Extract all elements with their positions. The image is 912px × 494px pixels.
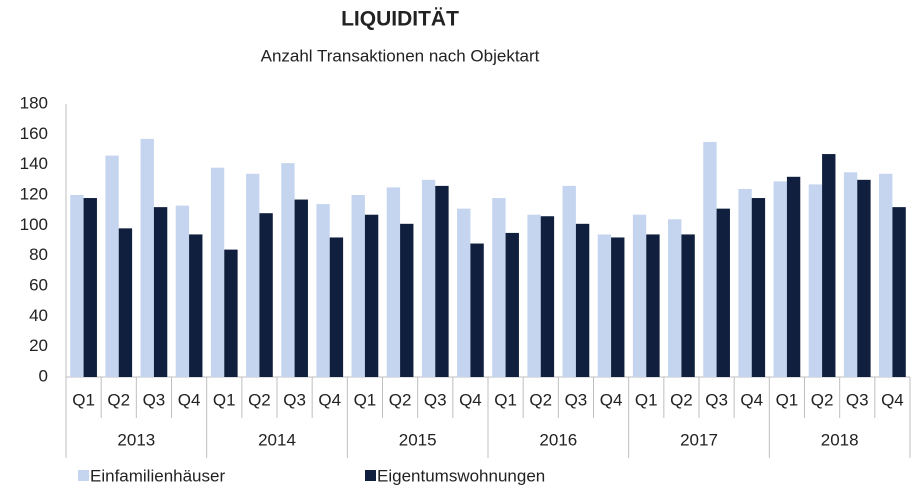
x-tick-label: Q4: [459, 390, 482, 409]
bar: [364, 214, 379, 377]
x-tick-label: Q1: [494, 390, 517, 409]
bar: [105, 155, 119, 377]
x-tick-label: Q2: [248, 390, 271, 409]
bar: [857, 179, 871, 377]
group-label: 2014: [258, 430, 296, 449]
bar: [175, 205, 190, 377]
bar: [435, 185, 449, 377]
bar: [738, 188, 752, 377]
bar: [668, 219, 682, 377]
x-tick-label: Q1: [354, 390, 377, 409]
group-label: 2016: [539, 430, 577, 449]
y-tick-label: 100: [20, 215, 48, 234]
bar: [773, 181, 787, 377]
bar: [281, 163, 295, 377]
y-tick-label: 20: [29, 336, 48, 355]
bar: [505, 232, 519, 377]
bar: [246, 173, 260, 377]
x-tick-label: Q4: [881, 390, 904, 409]
y-tick-label: 160: [20, 124, 48, 143]
x-tick-label: Q1: [776, 390, 799, 409]
legend-label: Einfamilienhäuser: [90, 466, 225, 485]
bar: [457, 208, 471, 377]
bar: [703, 141, 717, 377]
bar: [562, 185, 576, 377]
bar: [808, 184, 823, 377]
group-label: 2018: [821, 430, 859, 449]
y-tick-label: 120: [20, 184, 48, 203]
bar: [421, 179, 436, 377]
bar: [351, 195, 365, 377]
x-tick-label: Q2: [107, 390, 130, 409]
legend-swatch: [365, 470, 376, 481]
bar: [786, 176, 801, 377]
y-tick-label: 40: [29, 306, 48, 325]
x-tick-label: Q4: [740, 390, 763, 409]
bar: [492, 198, 506, 377]
x-tick-label: Q4: [178, 390, 201, 409]
chart-title: LIQUIDITÄT: [341, 8, 459, 31]
bar: [153, 207, 168, 377]
bar: [716, 208, 730, 377]
bar: [316, 204, 330, 377]
bar: [259, 213, 273, 377]
bar: [611, 237, 625, 377]
x-tick-label: Q3: [705, 390, 728, 409]
x-tick-label: Q3: [846, 390, 869, 409]
x-tick-label: Q1: [213, 390, 236, 409]
bar: [140, 138, 154, 377]
y-tick-label: 80: [29, 245, 48, 264]
legend-swatch: [78, 470, 89, 481]
bar: [527, 214, 541, 377]
bar: [118, 228, 133, 377]
bar: [879, 173, 893, 377]
bar: [294, 199, 308, 377]
x-tick-label: Q1: [72, 390, 95, 409]
x-tick-label: Q3: [565, 390, 588, 409]
chart-subtitle: Anzahl Transaktionen nach Objektart: [261, 46, 540, 65]
x-tick-label: Q1: [635, 390, 658, 409]
x-tick-label: Q3: [143, 390, 166, 409]
x-tick-label: Q3: [283, 390, 306, 409]
bar: [470, 243, 484, 377]
x-tick-label: Q4: [600, 390, 623, 409]
bar: [892, 207, 906, 377]
y-tick-label: 60: [29, 275, 48, 294]
bar: [822, 154, 836, 377]
x-tick-label: Q2: [389, 390, 412, 409]
group-label: 2013: [117, 430, 155, 449]
group-label: 2015: [399, 430, 437, 449]
bar: [843, 172, 858, 377]
bar: [632, 214, 647, 377]
bar: [189, 234, 203, 377]
y-tick-label: 140: [20, 154, 48, 173]
bar: [575, 223, 590, 377]
x-tick-label: Q4: [318, 390, 341, 409]
x-tick-label: Q2: [811, 390, 834, 409]
bar: [210, 167, 225, 377]
bar: [540, 216, 555, 377]
bar: [646, 234, 660, 377]
bar: [400, 223, 414, 377]
bar: [751, 198, 766, 377]
bar: [70, 195, 84, 377]
bar: [386, 187, 401, 377]
x-tick-label: Q2: [670, 390, 693, 409]
bar: [83, 198, 97, 377]
bar: [681, 234, 695, 377]
group-label: 2017: [680, 430, 718, 449]
x-tick-label: Q3: [424, 390, 447, 409]
bar: [329, 237, 344, 377]
bar: [224, 249, 238, 377]
y-tick-label: 180: [20, 93, 48, 112]
legend-label: Eigentumswohnungen: [377, 466, 545, 485]
bar: [597, 234, 612, 377]
x-tick-label: Q2: [529, 390, 552, 409]
y-tick-label: 0: [39, 366, 48, 385]
